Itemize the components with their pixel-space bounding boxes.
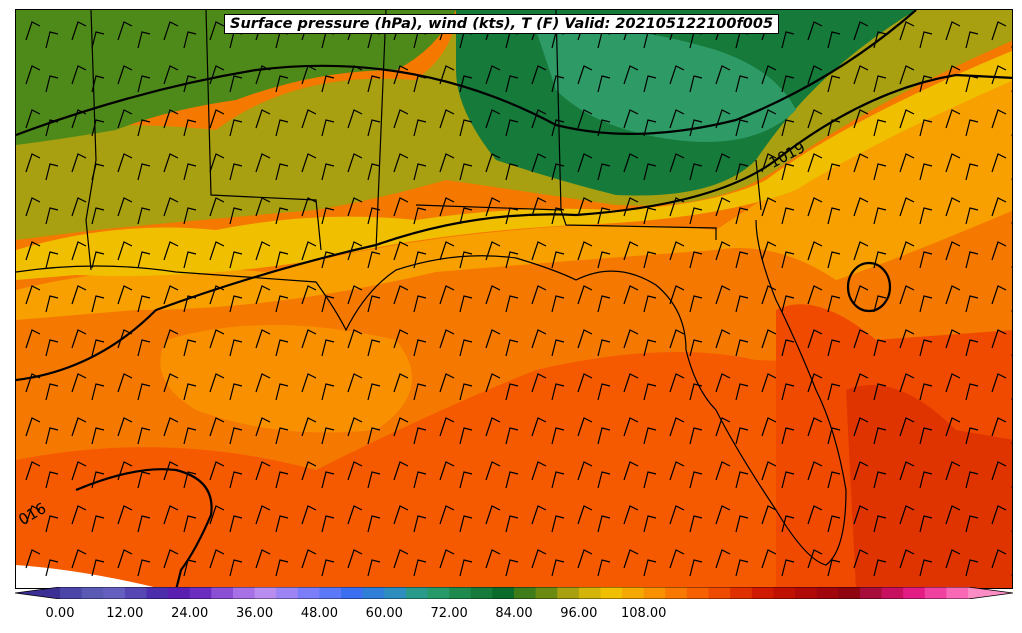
colorbar-swatch — [319, 587, 342, 599]
colorbar-swatch — [881, 587, 904, 599]
colorbar-swatch — [665, 587, 688, 599]
colorbar-swatch — [276, 587, 299, 599]
colorbar-tick-label: 48.00 — [300, 606, 339, 621]
colorbar-swatch — [492, 587, 515, 599]
colorbar-tick-label: 108.00 — [620, 606, 667, 621]
colorbar-swatch — [773, 587, 796, 599]
colorbar-swatch — [168, 587, 191, 599]
colorbar-swatch — [449, 587, 472, 599]
colorbar-swatch — [254, 587, 277, 599]
colorbar-swatch — [146, 587, 169, 599]
colorbar-swatch — [535, 587, 558, 599]
colorbar-swatch — [60, 587, 83, 599]
colorbar-swatch — [924, 587, 947, 599]
colorbar-min-arrow — [15, 587, 60, 599]
colorbar-swatch — [643, 587, 666, 599]
colorbar-swatch — [557, 587, 580, 599]
colorbar-tick-label: 24.00 — [171, 606, 209, 621]
colorbar-swatch — [81, 587, 104, 599]
colorbar-tick-label: 36.00 — [235, 606, 274, 621]
colorbar-swatch — [859, 587, 883, 599]
wind-barbs — [16, 10, 1012, 588]
colorbar-swatch — [211, 587, 234, 599]
colorbar-swatch — [751, 587, 774, 599]
colorbar-tick-label: 72.00 — [430, 606, 468, 621]
temperature-field — [16, 10, 1012, 588]
colorbar-tick-label: 84.00 — [495, 606, 533, 621]
map-title: Surface pressure (hPa), wind (kts), T (F… — [224, 14, 780, 34]
colorbar-swatch — [686, 587, 710, 599]
colorbar-swatch — [514, 587, 537, 599]
colorbar-tick-label: 0.00 — [45, 606, 75, 621]
colorbar-swatch — [297, 587, 320, 599]
colorbar-swatch — [405, 587, 429, 599]
colorbar-tick-label: 60.00 — [365, 606, 403, 621]
colorbar-tick-label: 12.00 — [106, 606, 144, 621]
colorbar-swatch — [622, 587, 645, 599]
colorbar-swatch — [795, 587, 818, 599]
colorbar-swatch — [189, 587, 212, 599]
colorbar-max-arrow — [968, 587, 1013, 599]
colorbar-tick-label: 96.00 — [560, 606, 598, 621]
colorbar-swatch — [362, 587, 385, 599]
weather-map: 1019 016 — [15, 9, 1013, 589]
colorbar-swatch — [708, 587, 731, 599]
colorbar-swatch — [427, 587, 450, 599]
colorbar-swatch — [600, 587, 623, 599]
colorbar-swatch — [232, 587, 256, 599]
colorbar-swatch — [384, 587, 407, 599]
colorbar-swatch — [838, 587, 861, 599]
colorbar-swatch — [903, 587, 926, 599]
temperature-colorbar — [15, 587, 1013, 599]
colorbar-swatch — [341, 587, 364, 599]
colorbar-swatch — [578, 587, 601, 599]
colorbar-swatch — [124, 587, 147, 599]
colorbar-swatch — [470, 587, 493, 599]
colorbar-swatch — [730, 587, 753, 599]
colorbar-swatch — [816, 587, 839, 599]
colorbar-swatch — [103, 587, 126, 599]
colorbar-swatch — [946, 587, 969, 599]
colorbar-swatches — [15, 587, 1013, 599]
